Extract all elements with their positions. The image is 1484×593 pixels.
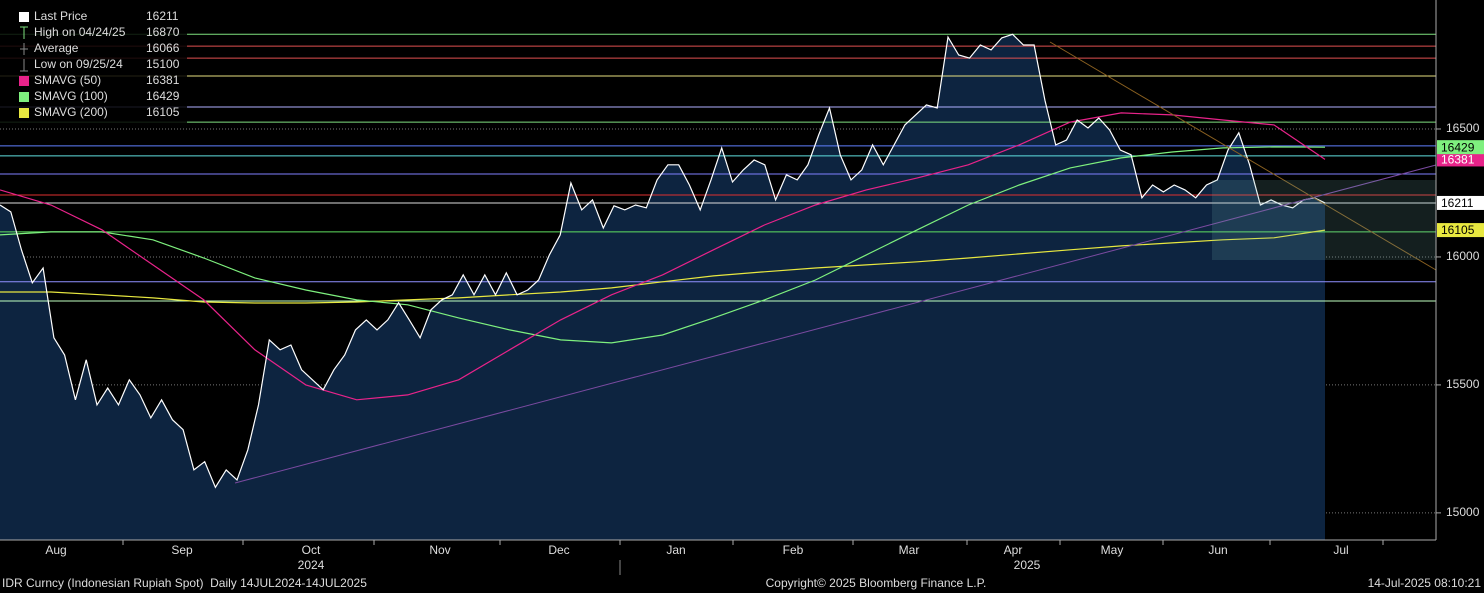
value-box	[1437, 223, 1484, 238]
legend-label: Last Price	[34, 9, 88, 23]
x-tick-label: Jun	[1208, 543, 1227, 557]
legend-swatch	[19, 92, 29, 102]
series-line	[0, 112, 1326, 401]
value-box-label: 16105	[1441, 223, 1475, 237]
x-tick-label: May	[1101, 543, 1124, 557]
legend-label: SMAVG (100)	[34, 89, 108, 103]
legend-swatch	[19, 108, 29, 118]
legend: Last Price 16211 High on 04/24/25 16870 Aver…	[0, 7, 187, 123]
legend-box	[0, 7, 187, 123]
series-line	[0, 146, 1326, 344]
x-tick-label: Oct	[302, 543, 321, 557]
value-box-label: 16429	[1441, 140, 1475, 154]
y-tick-label: 16500	[1446, 121, 1480, 135]
year-label: 2024	[298, 558, 325, 572]
series-line	[0, 229, 1326, 304]
legend-value: 16105	[146, 105, 180, 119]
value-box	[1437, 152, 1484, 167]
value-box-label: 16211	[1441, 196, 1474, 210]
legend-label: High on 04/24/25	[34, 25, 126, 39]
y-tick-label: 15000	[1446, 505, 1480, 519]
legend-value: 16870	[146, 25, 180, 39]
highlight-box	[1212, 180, 1436, 260]
plot-area	[0, 33, 1436, 541]
legend-value: 15100	[146, 57, 180, 71]
legend-label: SMAVG (50)	[34, 73, 101, 87]
legend-value: 16211	[146, 9, 179, 23]
legend-label: Average	[34, 41, 79, 55]
x-tick-label: Jul	[1333, 543, 1348, 557]
legend-swatch	[19, 12, 29, 22]
footer-center: Copyright© 2025 Bloomberg Finance L.P.	[766, 576, 987, 590]
legend-label: SMAVG (200)	[34, 105, 108, 119]
x-tick-label: Feb	[783, 543, 804, 557]
legend-label: Low on 09/25/24	[34, 57, 123, 71]
x-tick-label: Jan	[666, 543, 685, 557]
footer-left: IDR Curncy (Indonesian Rupiah Spot) Dail…	[2, 576, 367, 590]
footer-right: 14-Jul-2025 08:10:21	[1368, 576, 1482, 590]
legend-value: 16066	[146, 41, 180, 55]
x-tick-label: Sep	[171, 543, 193, 557]
value-box	[1437, 195, 1484, 210]
legend-value: 16429	[146, 89, 180, 103]
legend-swatch	[19, 76, 29, 86]
x-tick-label: Mar	[899, 543, 920, 557]
trend-line	[234, 164, 1437, 484]
x-tick-label: Apr	[1004, 543, 1023, 557]
trend-line	[1049, 41, 1437, 271]
legend-value: 16381	[146, 73, 180, 87]
y-tick-label: 16000	[1446, 249, 1480, 263]
value-box	[1437, 140, 1484, 155]
year-label: 2025	[1014, 558, 1041, 572]
y-tick-label: 15500	[1446, 377, 1480, 391]
x-tick-label: Dec	[548, 543, 569, 557]
x-tick-label: Aug	[45, 543, 66, 557]
series-line	[0, 33, 1326, 489]
value-box-label: 16381	[1441, 153, 1475, 167]
price-area	[0, 34, 1325, 541]
x-tick-label: Nov	[429, 543, 450, 557]
